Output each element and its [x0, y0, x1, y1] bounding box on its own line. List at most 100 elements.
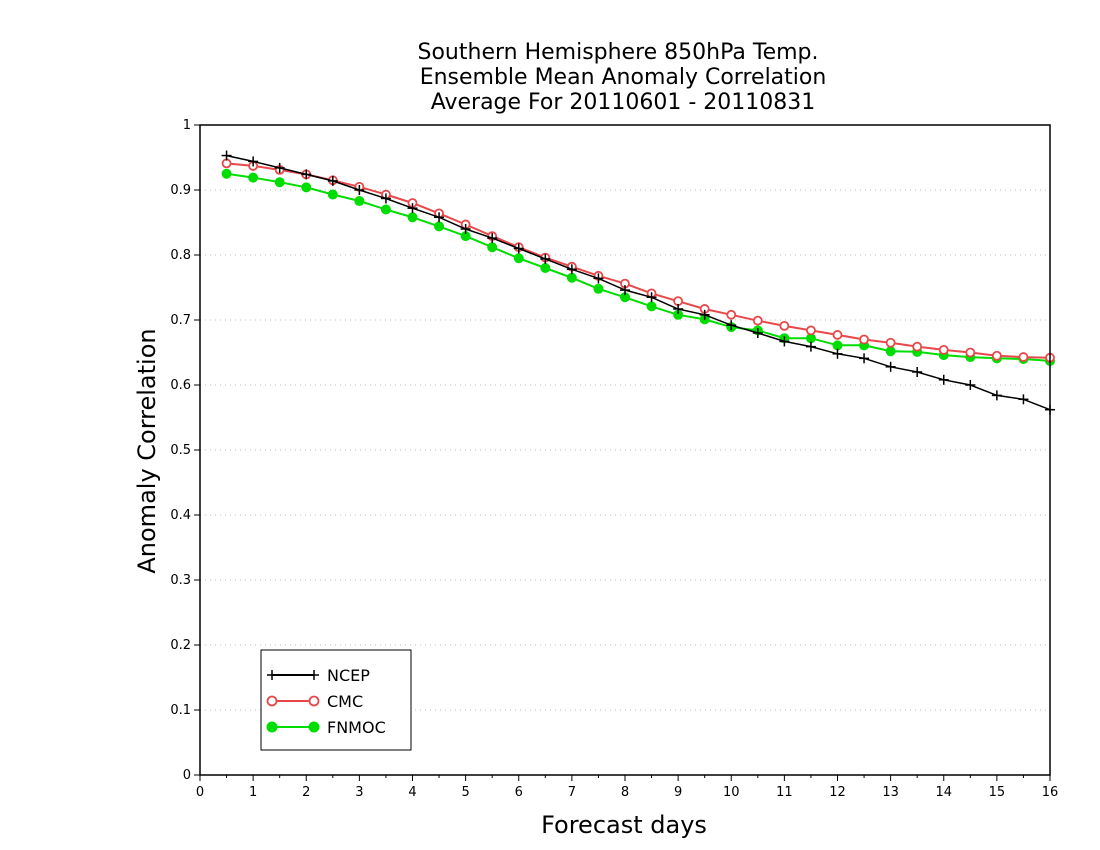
- data-point: [274, 162, 285, 173]
- legend-label: CMC: [327, 692, 363, 711]
- data-point: [513, 243, 524, 254]
- x-tick-label: 0: [196, 785, 204, 800]
- data-point: [912, 341, 923, 352]
- x-tick-label: 13: [882, 785, 899, 800]
- x-tick-label: 14: [935, 785, 952, 800]
- data-point: [309, 670, 319, 680]
- legend-label: NCEP: [327, 666, 370, 685]
- data-point: [938, 344, 949, 355]
- data-point: [267, 670, 277, 680]
- data-point: [832, 348, 843, 359]
- data-point: [248, 172, 259, 183]
- data-point: [407, 203, 418, 214]
- data-point: [752, 328, 763, 338]
- data-point: [646, 301, 657, 312]
- data-point: [274, 177, 285, 188]
- data-point: [859, 334, 869, 345]
- x-tick-label: 4: [408, 785, 416, 800]
- legend-entry-cmc: CMC: [266, 692, 363, 711]
- data-point: [991, 350, 1002, 361]
- x-tick-label: 16: [1042, 785, 1059, 800]
- legend-entry-fnmoc: FNMOC: [266, 718, 386, 737]
- y-tick-label: 0.9: [170, 183, 191, 198]
- data-point: [806, 325, 816, 336]
- series-line-fnmoc: [226, 172, 1051, 362]
- data-point: [991, 390, 1002, 401]
- y-tick-label: 0.4: [170, 508, 191, 523]
- data-point: [1018, 394, 1029, 405]
- x-tick-label: 15: [989, 785, 1006, 800]
- data-point: [566, 272, 577, 283]
- data-point: [301, 169, 312, 180]
- x-tick-label: 7: [568, 785, 576, 800]
- axis-ticks: 00.10.20.30.40.50.60.70.80.910 1 2 3 4 5 6 7 8 9 1…: [170, 118, 1058, 800]
- data-point: [266, 695, 278, 707]
- legend-entry-ncep: NCEP: [267, 666, 370, 685]
- series-layer: [221, 150, 1055, 415]
- chart-title-line-3: Average For 20110601 - 20110831: [431, 90, 816, 115]
- data-point: [885, 346, 896, 357]
- data-point: [673, 303, 684, 314]
- y-tick-label: 0.2: [170, 638, 191, 653]
- data-point: [832, 330, 843, 340]
- data-point: [407, 212, 418, 223]
- legend: NCEP CMC FNMOC: [260, 649, 412, 751]
- data-point: [779, 336, 790, 347]
- x-tick-label: 5: [461, 785, 469, 800]
- x-tick-label: 1: [249, 785, 257, 800]
- data-point: [699, 309, 710, 320]
- data-point: [540, 253, 551, 264]
- x-tick-label: 6: [515, 785, 523, 800]
- data-point: [646, 292, 657, 303]
- data-point: [434, 221, 445, 232]
- data-point: [354, 185, 365, 195]
- x-tick-label: 3: [355, 785, 363, 800]
- data-point: [859, 353, 870, 364]
- data-point: [380, 204, 391, 215]
- x-tick-label: 12: [829, 785, 846, 800]
- data-point: [308, 721, 320, 733]
- data-point: [308, 695, 320, 707]
- y-tick-label: 0.3: [170, 573, 191, 588]
- data-point: [460, 224, 471, 234]
- data-point: [752, 315, 763, 326]
- data-point: [566, 264, 577, 275]
- data-point: [266, 721, 278, 733]
- y-axis-title: Anomaly Correlation: [133, 328, 161, 573]
- y-tick-label: 0: [183, 768, 191, 783]
- y-tick-label: 0.6: [170, 378, 191, 393]
- chart-title-line-1: Southern Hemisphere 850hPa Temp.: [418, 40, 819, 65]
- data-point: [248, 156, 259, 167]
- y-tick-label: 0.5: [170, 443, 191, 458]
- y-tick-label: 0.8: [170, 248, 191, 263]
- data-point: [965, 380, 976, 390]
- chart-title-line-2: Ensemble Mean Anomaly Correlation: [420, 65, 827, 90]
- series-fnmoc: [221, 168, 1055, 366]
- y-tick-label: 0.1: [170, 703, 191, 718]
- x-tick-label: 11: [776, 785, 793, 800]
- data-point: [673, 296, 684, 307]
- data-point: [540, 263, 551, 273]
- y-tick-label: 1: [183, 118, 191, 133]
- series-line-cmc: [226, 162, 1051, 359]
- x-tick-label: 10: [723, 785, 740, 800]
- x-tick-label: 2: [302, 785, 310, 800]
- data-point: [380, 193, 391, 204]
- data-point: [885, 361, 896, 372]
- series-line-ncep: [226, 154, 1051, 411]
- series-ncep: [221, 150, 1055, 415]
- y-tick-label: 0.7: [170, 313, 191, 328]
- data-point: [593, 283, 604, 294]
- x-tick-label: 8: [621, 785, 629, 800]
- data-point: [620, 285, 630, 296]
- series-cmc: [221, 158, 1055, 363]
- data-point: [832, 340, 843, 351]
- gridlines: [200, 189, 1050, 711]
- data-point: [912, 367, 923, 377]
- data-point: [805, 341, 816, 352]
- data-point: [779, 320, 790, 331]
- data-point: [487, 242, 498, 253]
- x-axis-title: Forecast days: [541, 811, 707, 839]
- data-point: [434, 212, 445, 223]
